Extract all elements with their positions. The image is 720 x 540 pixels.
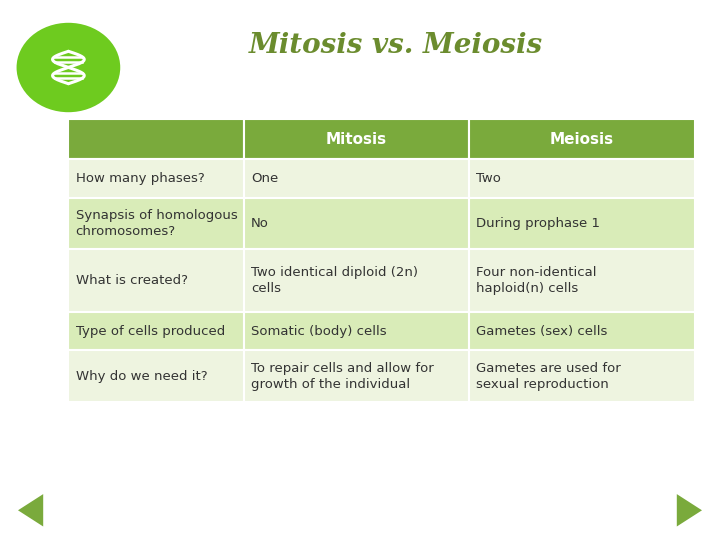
Bar: [469, 312, 695, 350]
Text: Why do we need it?: Why do we need it?: [76, 369, 207, 383]
Bar: [244, 350, 469, 402]
Text: Gametes are used for
sexual reproduction: Gametes are used for sexual reproduction: [477, 362, 621, 390]
Bar: [469, 198, 695, 249]
Text: Four non-identical
haploid(n) cells: Four non-identical haploid(n) cells: [477, 266, 597, 295]
Text: How many phases?: How many phases?: [76, 172, 204, 185]
Text: Type of cells produced: Type of cells produced: [76, 325, 225, 338]
Text: Somatic (body) cells: Somatic (body) cells: [251, 325, 387, 338]
Text: During prophase 1: During prophase 1: [477, 217, 600, 231]
Bar: [68, 159, 244, 198]
Bar: [68, 249, 244, 312]
Bar: [244, 119, 469, 159]
Bar: [244, 249, 469, 312]
Text: Meiosis: Meiosis: [550, 132, 614, 146]
Text: To repair cells and allow for
growth of the individual: To repair cells and allow for growth of …: [251, 362, 433, 390]
Text: What is created?: What is created?: [76, 274, 188, 287]
Text: One: One: [251, 172, 278, 185]
Bar: [469, 119, 695, 159]
Polygon shape: [18, 494, 43, 526]
Text: No: No: [251, 217, 269, 231]
Text: Two: Two: [477, 172, 501, 185]
Bar: [469, 350, 695, 402]
Bar: [469, 249, 695, 312]
Bar: [68, 198, 244, 249]
Ellipse shape: [17, 23, 120, 112]
Bar: [244, 198, 469, 249]
Text: Mitosis vs. Meiosis: Mitosis vs. Meiosis: [249, 32, 543, 59]
Bar: [68, 119, 244, 159]
Bar: [244, 159, 469, 198]
Polygon shape: [677, 494, 702, 526]
Bar: [469, 159, 695, 198]
Text: Mitosis: Mitosis: [326, 132, 387, 146]
Bar: [68, 350, 244, 402]
Text: Synapsis of homologous
chromosomes?: Synapsis of homologous chromosomes?: [76, 210, 238, 238]
Bar: [68, 312, 244, 350]
Text: Two identical diploid (2n)
cells: Two identical diploid (2n) cells: [251, 266, 418, 295]
Bar: [244, 312, 469, 350]
Text: Gametes (sex) cells: Gametes (sex) cells: [477, 325, 608, 338]
